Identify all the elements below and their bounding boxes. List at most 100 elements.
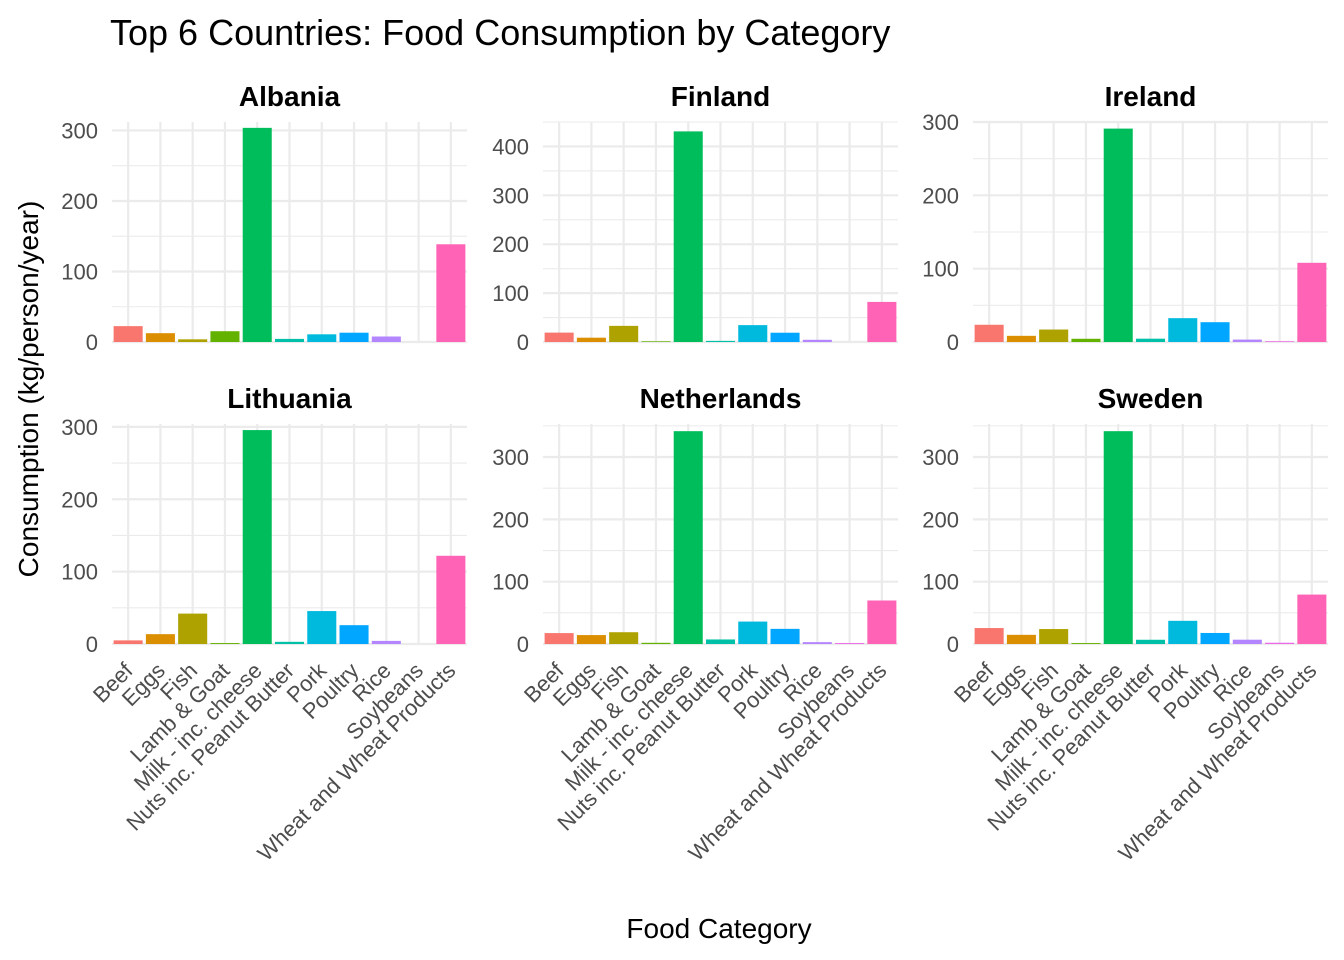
- bar-albania-10: [436, 244, 466, 342]
- facet-title: Netherlands: [640, 383, 802, 414]
- bar-finland-6: [738, 325, 768, 342]
- y-tick-label: 200: [492, 232, 529, 257]
- facet-panels: 0 100 200 300 Albania 0 100 200 300 400 Finland 0 10…: [61, 81, 1328, 866]
- facet-panel-finland: 0 100 200 300 400 Finland: [492, 81, 898, 355]
- y-tick-label: 300: [922, 110, 959, 135]
- bar-ireland-8: [1232, 339, 1262, 342]
- y-tick-label: 200: [61, 189, 98, 214]
- bar-lithuania-10: [436, 555, 466, 644]
- bar-netherlands-2: [609, 632, 639, 644]
- bar-netherlands-10: [867, 600, 897, 644]
- bar-finland-8: [802, 339, 832, 342]
- bar-albania-7: [339, 332, 369, 342]
- bar-lithuania-5: [274, 641, 305, 644]
- bar-finland-0: [544, 332, 574, 342]
- y-tick-label: 0: [517, 632, 529, 657]
- facet-title: Finland: [671, 81, 771, 112]
- y-tick-label: 100: [492, 281, 529, 306]
- bar-albania-6: [307, 334, 337, 342]
- facet-title: Lithuania: [227, 383, 352, 414]
- y-tick-label: 100: [61, 259, 98, 284]
- facet-panel-ireland: 0 100 200 300 Ireland: [922, 81, 1328, 355]
- bar-lithuania-1: [145, 634, 175, 644]
- bar-albania-1: [145, 333, 175, 342]
- chart-title: Top 6 Countries: Food Consumption by Cat…: [110, 12, 890, 53]
- bar-sweden-4: [1103, 431, 1133, 644]
- bar-netherlands-6: [738, 621, 768, 644]
- y-tick-label: 200: [922, 507, 959, 532]
- y-tick-label: 0: [86, 330, 98, 355]
- bar-sweden-3: [1071, 643, 1101, 644]
- bar-lithuania-6: [307, 611, 337, 644]
- x-axis-label: Food Category: [626, 913, 811, 944]
- y-tick-label: 0: [86, 632, 98, 657]
- bar-lithuania-4: [242, 430, 272, 644]
- y-tick-label: 300: [61, 118, 98, 143]
- bar-ireland-7: [1200, 322, 1230, 342]
- bar-sweden-6: [1168, 620, 1198, 644]
- y-tick-label: 100: [492, 570, 529, 595]
- bar-sweden-9: [1265, 642, 1295, 644]
- y-tick-label: 0: [947, 330, 959, 355]
- bar-ireland-4: [1103, 128, 1133, 342]
- bar-finland-10: [867, 301, 897, 342]
- bar-ireland-6: [1168, 318, 1198, 342]
- bar-ireland-3: [1071, 338, 1101, 342]
- bar-ireland-0: [974, 324, 1004, 342]
- bar-finland-7: [770, 332, 800, 342]
- facet-title: Albania: [239, 81, 341, 112]
- y-tick-label: 200: [61, 487, 98, 512]
- bar-albania-8: [371, 336, 401, 342]
- y-axis-label: Consumption (kg/person/year): [13, 201, 44, 578]
- y-tick-label: 300: [492, 183, 529, 208]
- y-tick-label: 100: [922, 570, 959, 595]
- bar-finland-3: [641, 341, 671, 342]
- bar-netherlands-1: [576, 635, 606, 644]
- bar-albania-5: [274, 338, 305, 342]
- bar-sweden-1: [1006, 634, 1036, 644]
- bar-albania-2: [178, 339, 208, 342]
- bar-netherlands-7: [770, 628, 800, 644]
- y-tick-label: 400: [492, 134, 529, 159]
- bar-sweden-7: [1200, 632, 1230, 644]
- bar-netherlands-8: [802, 642, 832, 644]
- bar-ireland-10: [1297, 262, 1327, 342]
- bar-netherlands-3: [641, 642, 671, 644]
- bar-lithuania-2: [178, 613, 208, 644]
- bar-ireland-2: [1039, 329, 1069, 342]
- bar-ireland-9: [1265, 341, 1295, 342]
- bar-ireland-5: [1135, 338, 1166, 342]
- y-tick-label: 200: [492, 507, 529, 532]
- y-tick-label: 0: [517, 330, 529, 355]
- bar-finland-2: [609, 325, 639, 342]
- y-tick-label: 100: [922, 257, 959, 282]
- bar-sweden-2: [1039, 629, 1069, 644]
- bar-sweden-10: [1297, 594, 1327, 644]
- bar-lithuania-8: [371, 640, 401, 644]
- bar-sweden-5: [1135, 639, 1166, 644]
- bar-netherlands-0: [544, 633, 574, 644]
- facet-title: Ireland: [1105, 81, 1197, 112]
- bar-finland-5: [705, 340, 736, 342]
- bar-albania-0: [113, 326, 143, 342]
- facet-title: Sweden: [1098, 383, 1204, 414]
- y-tick-label: 100: [61, 560, 98, 585]
- y-tick-label: 0: [947, 632, 959, 657]
- y-tick-label: 200: [922, 183, 959, 208]
- bar-finland-1: [576, 337, 606, 342]
- bar-sweden-0: [974, 628, 1004, 644]
- bar-lithuania-0: [113, 640, 143, 644]
- bar-ireland-1: [1006, 335, 1036, 342]
- bar-netherlands-4: [673, 431, 703, 644]
- y-tick-label: 300: [61, 415, 98, 440]
- y-tick-label: 300: [922, 445, 959, 470]
- bar-albania-4: [242, 127, 272, 342]
- bar-sweden-8: [1232, 639, 1262, 644]
- facet-panel-albania: 0 100 200 300 Albania: [61, 81, 467, 355]
- y-tick-label: 300: [492, 445, 529, 470]
- bar-netherlands-5: [705, 639, 736, 644]
